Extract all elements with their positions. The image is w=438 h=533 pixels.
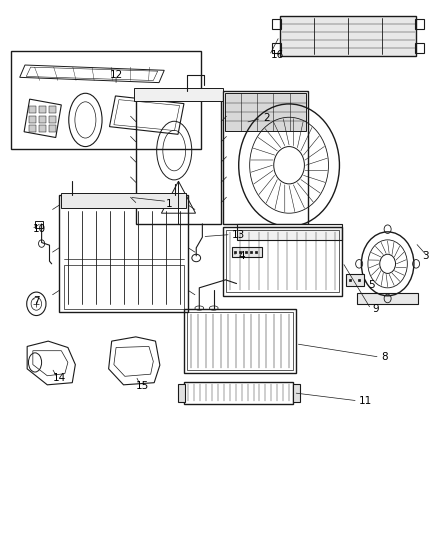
Bar bbox=[29, 116, 36, 123]
Text: 2: 2 bbox=[263, 114, 269, 123]
Bar bbox=[134, 88, 223, 101]
Bar bbox=[272, 19, 281, 29]
Bar bbox=[29, 106, 36, 113]
Bar bbox=[293, 384, 300, 402]
Text: 5: 5 bbox=[368, 280, 374, 289]
Bar bbox=[237, 224, 342, 240]
Bar bbox=[29, 125, 36, 132]
Bar bbox=[357, 293, 418, 304]
Bar bbox=[61, 193, 186, 208]
Bar bbox=[280, 16, 416, 56]
Bar bbox=[39, 116, 46, 123]
Bar bbox=[346, 274, 364, 286]
Text: 13: 13 bbox=[232, 230, 245, 239]
Bar bbox=[39, 125, 46, 132]
Text: 15: 15 bbox=[136, 382, 149, 391]
Text: 8: 8 bbox=[381, 352, 388, 362]
Text: 10: 10 bbox=[33, 224, 46, 234]
Text: 9: 9 bbox=[372, 304, 379, 314]
Bar bbox=[272, 43, 281, 53]
Bar bbox=[11, 51, 201, 149]
Bar bbox=[184, 309, 296, 373]
Bar bbox=[184, 382, 293, 404]
Text: 1: 1 bbox=[165, 199, 172, 208]
Bar bbox=[64, 264, 184, 309]
Bar bbox=[39, 106, 46, 113]
Text: 12: 12 bbox=[110, 70, 123, 79]
Bar bbox=[415, 43, 424, 53]
Bar bbox=[226, 230, 339, 292]
Bar bbox=[223, 227, 342, 296]
Text: 7: 7 bbox=[33, 296, 39, 306]
Bar bbox=[225, 93, 306, 131]
Bar bbox=[415, 19, 424, 29]
Bar bbox=[187, 312, 293, 370]
Bar bbox=[232, 247, 262, 257]
Text: 4: 4 bbox=[239, 251, 245, 261]
Text: 3: 3 bbox=[423, 251, 429, 261]
Bar bbox=[178, 384, 185, 402]
Text: 11: 11 bbox=[359, 396, 372, 406]
Bar bbox=[49, 116, 56, 123]
Text: 14: 14 bbox=[53, 374, 66, 383]
Bar bbox=[49, 125, 56, 132]
Bar bbox=[49, 106, 56, 113]
Bar bbox=[35, 221, 43, 228]
Bar bbox=[136, 91, 221, 224]
Text: 16: 16 bbox=[271, 51, 284, 60]
Bar bbox=[59, 195, 188, 312]
Bar bbox=[223, 91, 308, 224]
